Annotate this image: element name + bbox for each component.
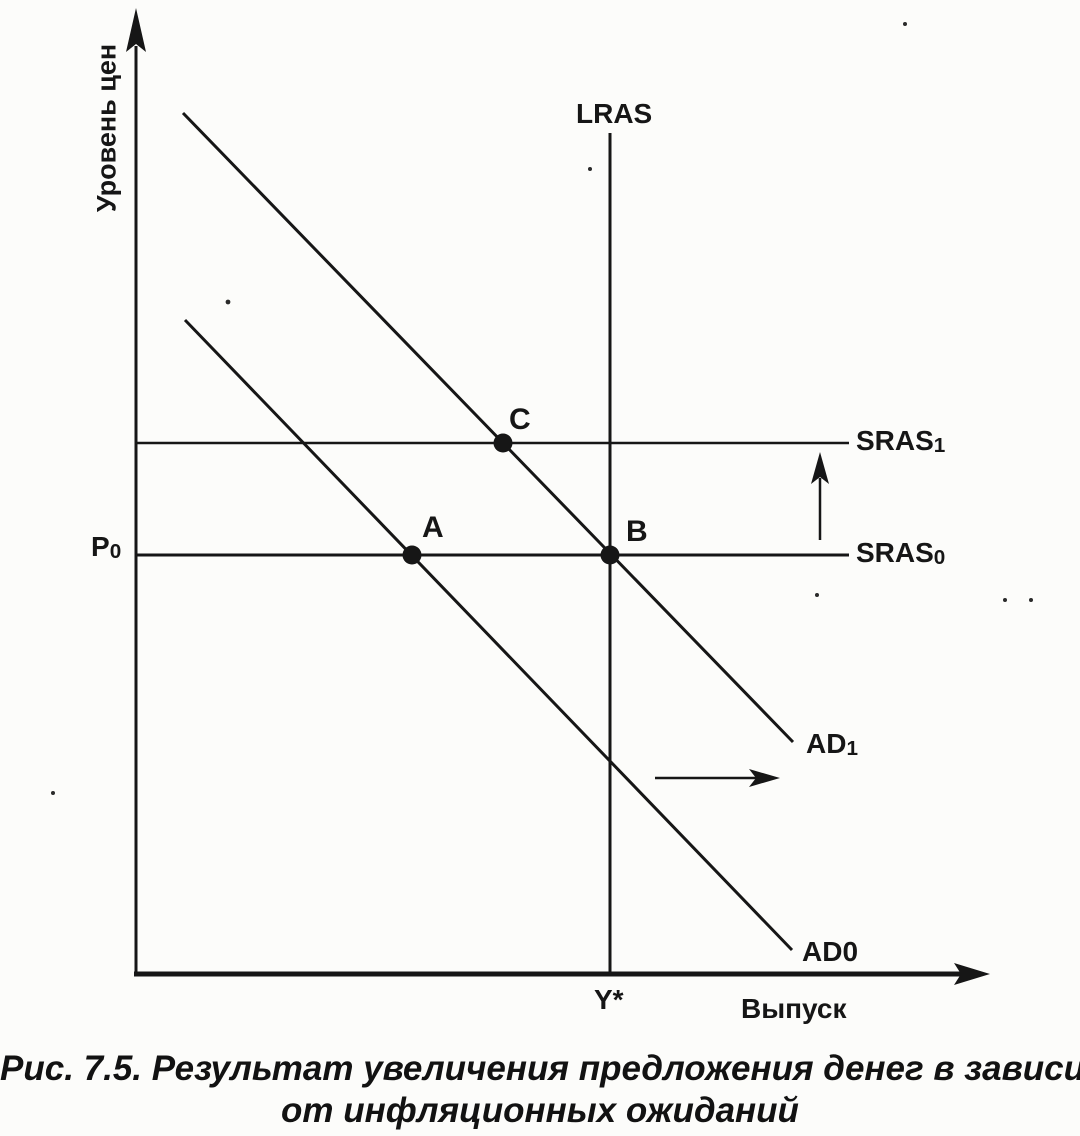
sras0-label: SRAS0 bbox=[856, 537, 946, 569]
ad1-label: AD1 bbox=[806, 728, 858, 760]
point-a-label: A bbox=[422, 511, 444, 544]
p0-label-sub: 0 bbox=[109, 539, 122, 563]
p0-label-text: P bbox=[91, 531, 110, 562]
point-b bbox=[600, 545, 620, 565]
shift-up-arrow bbox=[811, 452, 829, 540]
ad1-label-sub: 1 bbox=[846, 736, 858, 760]
x-axis-label: Выпуск bbox=[741, 993, 847, 1024]
sras0-label-sub: 0 bbox=[933, 545, 946, 569]
sras1-label-text: SRAS bbox=[856, 425, 934, 456]
lras-label: LRAS bbox=[576, 98, 653, 129]
caption-line-1: Рис. 7.5. Результат увеличения предложен… bbox=[0, 1049, 1080, 1088]
ad0-curve bbox=[183, 318, 794, 952]
point-b-label: B bbox=[626, 515, 648, 548]
ad0-label: AD0 bbox=[802, 936, 859, 967]
sras1-label-sub: 1 bbox=[933, 433, 946, 457]
sras0-label-text: SRAS bbox=[856, 537, 934, 568]
y-axis-arrowhead bbox=[126, 8, 146, 52]
scan-specks bbox=[51, 22, 1033, 795]
point-c bbox=[493, 433, 513, 453]
caption-line-2: от инфляционных ожиданий bbox=[281, 1091, 799, 1130]
point-a bbox=[402, 545, 422, 565]
sras1-label: SRAS1 bbox=[856, 425, 946, 457]
ad1-curve bbox=[181, 111, 795, 744]
shift-right-arrow bbox=[655, 769, 780, 787]
y-star-label: Y* bbox=[594, 984, 624, 1015]
y-axis-label: Уровень цен bbox=[91, 43, 122, 213]
x-axis-arrowhead bbox=[954, 963, 990, 985]
p0-label: P0 bbox=[91, 531, 122, 563]
point-c-label: C bbox=[509, 403, 531, 436]
ad1-label-text: AD bbox=[806, 728, 847, 759]
diagram-canvas bbox=[51, 8, 1033, 985]
